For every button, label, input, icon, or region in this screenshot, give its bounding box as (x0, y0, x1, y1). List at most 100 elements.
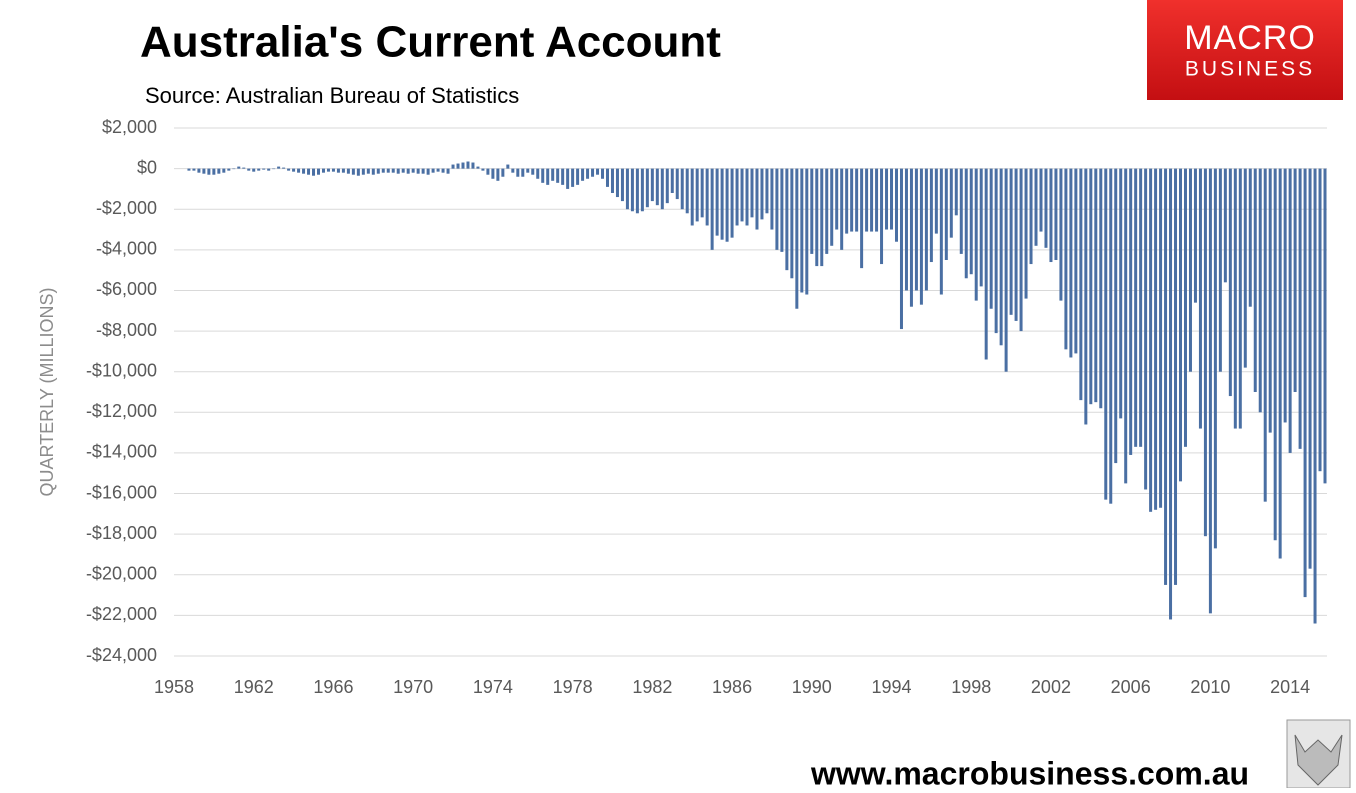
bar (860, 168, 864, 269)
bar (1193, 168, 1197, 303)
bar (825, 168, 829, 254)
x-tick-label: 1982 (632, 677, 672, 697)
y-tick-label: -$18,000 (86, 523, 157, 543)
bar (620, 168, 624, 202)
bar (282, 167, 286, 169)
bar (1164, 168, 1168, 585)
bar (571, 168, 575, 187)
bar (1094, 168, 1098, 403)
bar (1029, 168, 1033, 265)
bar (212, 168, 216, 175)
bar (720, 168, 724, 240)
bar (436, 168, 440, 172)
bar (635, 168, 639, 214)
bar (685, 168, 689, 214)
bar (944, 168, 948, 260)
bar (1079, 168, 1083, 401)
bar (446, 168, 450, 174)
bar (591, 168, 595, 177)
bar (1069, 168, 1073, 358)
bar (257, 168, 261, 171)
bar (1159, 168, 1163, 508)
bar (1218, 168, 1222, 372)
bar (421, 168, 425, 174)
bar (1273, 168, 1277, 541)
bar (650, 168, 654, 202)
bar (1248, 168, 1252, 307)
y-tick-label: -$12,000 (86, 401, 157, 421)
bar (1014, 168, 1018, 321)
bar (735, 168, 739, 226)
bar (630, 168, 634, 212)
bar (850, 168, 854, 232)
bar (770, 168, 774, 230)
bar (984, 168, 988, 360)
bar (1074, 168, 1078, 354)
bar (979, 168, 983, 287)
bar (1104, 168, 1108, 500)
bar (1129, 168, 1133, 455)
bar (346, 168, 350, 174)
bar (605, 168, 609, 187)
bar (610, 168, 614, 193)
bar (765, 168, 769, 214)
bar (929, 168, 933, 263)
x-tick-label: 2006 (1111, 677, 1151, 697)
bar (302, 168, 306, 174)
bar (426, 168, 430, 175)
x-tick-label: 1986 (712, 677, 752, 697)
bar (217, 168, 221, 174)
y-tick-label: -$20,000 (86, 564, 157, 584)
bar (820, 168, 824, 267)
bar (491, 168, 495, 179)
bar (267, 168, 271, 171)
y-tick-label: -$16,000 (86, 482, 157, 502)
bar (1253, 168, 1257, 392)
bar (924, 168, 928, 291)
bar (1009, 168, 1013, 315)
bar (640, 168, 644, 212)
bar (546, 168, 550, 185)
bar (406, 168, 410, 174)
bar (810, 168, 814, 254)
bar (1064, 168, 1068, 350)
bar (1089, 168, 1093, 405)
bar (501, 168, 505, 177)
bar (1288, 168, 1292, 453)
bar (237, 166, 241, 169)
bar (336, 168, 340, 173)
bar (919, 168, 923, 305)
bar (1099, 168, 1103, 409)
bar (835, 168, 839, 230)
bar (805, 168, 809, 295)
bar (1109, 168, 1113, 504)
bar (939, 168, 943, 295)
bar (800, 168, 804, 293)
bar (1208, 168, 1212, 614)
bar (202, 168, 206, 174)
bar (815, 168, 819, 267)
bar (481, 168, 485, 171)
x-tick-label: 2010 (1190, 677, 1230, 697)
bar (1308, 168, 1312, 569)
bar (775, 168, 779, 250)
bar (351, 168, 355, 175)
bar (1114, 168, 1118, 464)
bar (870, 168, 874, 232)
bar (551, 168, 555, 181)
y-tick-label: -$22,000 (86, 604, 157, 624)
bar (909, 168, 913, 307)
bar (994, 168, 998, 334)
bar (1134, 168, 1138, 447)
bar (1293, 168, 1297, 392)
bar (1139, 168, 1143, 447)
bar (890, 168, 894, 230)
bar (586, 168, 590, 179)
bar (1084, 168, 1088, 425)
bar (780, 168, 784, 252)
y-tick-label: $2,000 (102, 117, 157, 137)
x-tick-label: 1966 (313, 677, 353, 697)
x-tick-label: 1958 (154, 677, 194, 697)
bar (187, 168, 191, 171)
